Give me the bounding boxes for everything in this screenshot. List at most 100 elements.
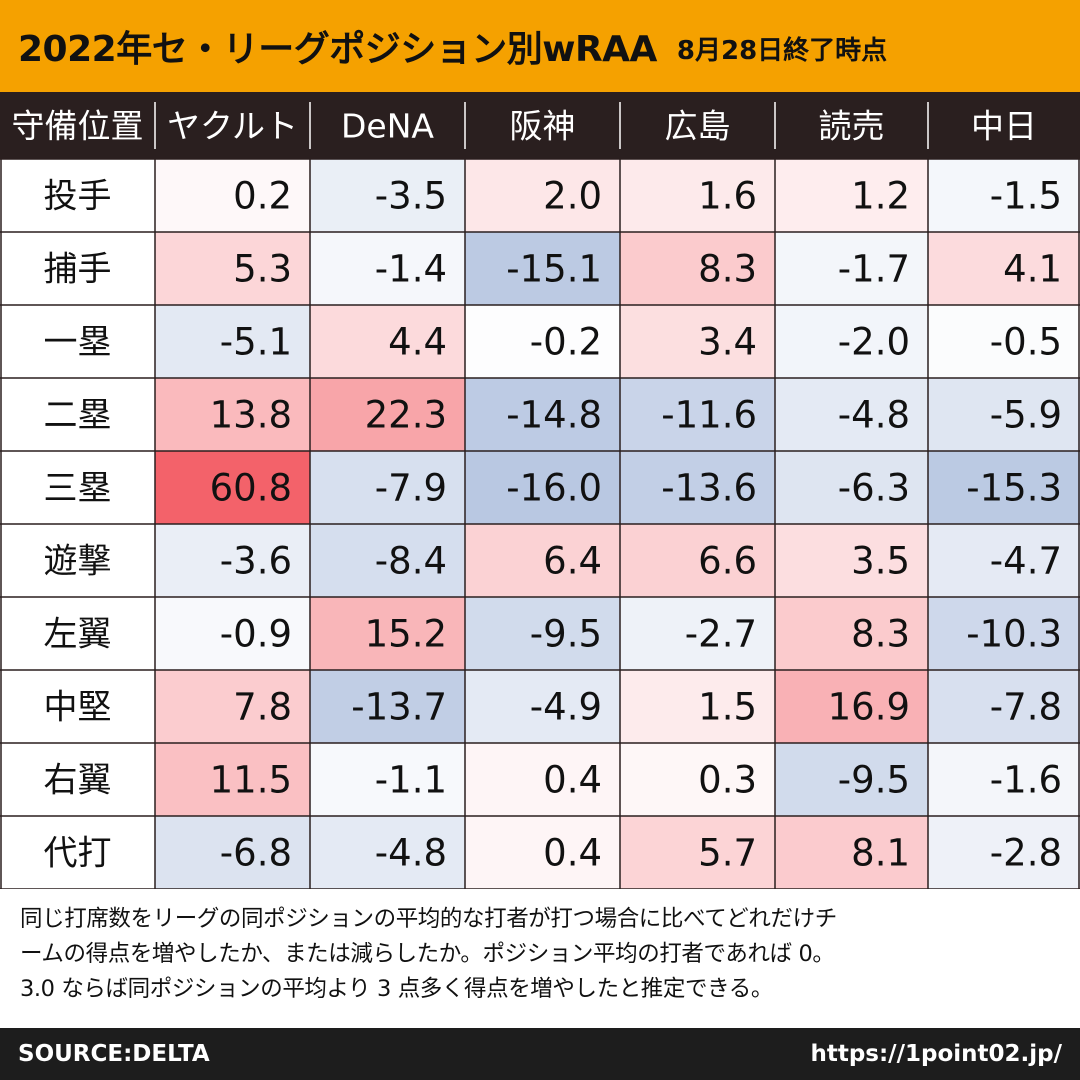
heatmap-cell: [465, 378, 620, 451]
cell-value: -1.4: [375, 248, 447, 291]
heatmap-cell: [620, 597, 775, 670]
heatmap-cell: [155, 159, 310, 232]
cell-value: 5.3: [233, 248, 292, 291]
cell-value: -2.7: [685, 613, 757, 656]
source-url[interactable]: https://1point02.jp/: [810, 1041, 1062, 1067]
cell-value: 0.4: [543, 759, 602, 802]
cell-value: -5.9: [990, 394, 1062, 437]
heatmap-cell: [465, 305, 620, 378]
row-label: 左翼: [44, 615, 112, 655]
cell-value: -10.3: [966, 613, 1062, 656]
row-label-cell: [0, 816, 155, 889]
cell-value: 6.6: [698, 540, 757, 583]
heatmap-cell: [928, 816, 1080, 889]
heatmap-cell: [310, 305, 465, 378]
heatmap-cell: [155, 524, 310, 597]
explanation-note: 同じ打席数をリーグの同ポジションの平均的な打者が打つ場合に比べてどれだけチ ーム…: [20, 902, 1065, 1007]
row-label-cell: [0, 305, 155, 378]
cell-value: -15.1: [506, 248, 602, 291]
cell-value: -1.5: [990, 175, 1062, 218]
cell-value: -13.7: [351, 686, 447, 729]
heatmap-cell: [928, 524, 1080, 597]
cell-value: -4.7: [990, 540, 1062, 583]
row-label-cell: [0, 232, 155, 305]
cell-value: 3.4: [698, 321, 757, 364]
title-bar: 2022年セ・リーグポジション別wRAA 8月28日終了時点: [0, 0, 1080, 92]
heatmap-cell: [775, 232, 928, 305]
heatmap-cell: [155, 743, 310, 816]
heatmap-cell: [620, 378, 775, 451]
cell-value: -8.4: [375, 540, 447, 583]
heatmap-cell: [620, 305, 775, 378]
cell-value: -1.7: [838, 248, 910, 291]
cell-value: 7.8: [233, 686, 292, 729]
cell-value: -4.8: [838, 394, 910, 437]
cell-value: 0.3: [698, 759, 757, 802]
heatmap-cell: [310, 451, 465, 524]
heatmap-cell: [310, 378, 465, 451]
heatmap-cell: [775, 451, 928, 524]
chart-title: 2022年セ・リーグポジション別wRAA: [18, 29, 657, 70]
heatmap-cell: [465, 743, 620, 816]
heatmap-cell: [928, 597, 1080, 670]
heatmap-cell: [465, 232, 620, 305]
cell-value: 5.7: [698, 832, 757, 875]
heatmap-cell: [465, 524, 620, 597]
heatmap-cell: [155, 305, 310, 378]
chart-subtitle: 8月28日終了時点: [676, 35, 888, 66]
cell-value: -3.6: [220, 540, 292, 583]
cell-value: -0.2: [530, 321, 602, 364]
heatmap-cell: [310, 524, 465, 597]
cell-value: 4.4: [388, 321, 447, 364]
cell-value: -1.6: [990, 759, 1062, 802]
row-label-cell: [0, 159, 155, 232]
cell-value: 11.5: [210, 759, 292, 802]
cell-value: 15.2: [365, 613, 447, 656]
heatmap-cell: [775, 743, 928, 816]
column-header: 阪神: [510, 107, 576, 146]
cell-value: -16.0: [506, 467, 602, 510]
cell-value: -2.0: [838, 321, 910, 364]
heatmap-cell: [465, 451, 620, 524]
cell-value: -14.8: [506, 394, 602, 437]
row-label-cell: [0, 378, 155, 451]
heatmap-cell: [620, 743, 775, 816]
heatmap-cell: [155, 451, 310, 524]
cell-value: -3.5: [375, 175, 447, 218]
heatmap-cell: [928, 670, 1080, 743]
row-label: 投手: [44, 177, 112, 217]
heatmap-cell: [928, 743, 1080, 816]
heatmap-cell: [620, 524, 775, 597]
cell-value: -5.1: [220, 321, 292, 364]
heatmap-cell: [620, 451, 775, 524]
cell-value: 1.5: [698, 686, 757, 729]
cell-value: -6.8: [220, 832, 292, 875]
heatmap-cell: [775, 159, 928, 232]
note-line-1: 同じ打席数をリーグの同ポジションの平均的な打者が打つ場合に比べてどれだけチ: [20, 906, 837, 932]
cell-value: 6.4: [543, 540, 602, 583]
heatmap-cell: [775, 597, 928, 670]
heatmap-cell: [465, 159, 620, 232]
cell-value: -0.5: [990, 321, 1062, 364]
heatmap-cell: [155, 232, 310, 305]
cell-value: 0.2: [233, 175, 292, 218]
column-header: DeNA: [341, 107, 434, 146]
heatmap-cell: [928, 378, 1080, 451]
cell-value: 1.6: [698, 175, 757, 218]
cell-value: -9.5: [530, 613, 602, 656]
row-label-cell: [0, 524, 155, 597]
heatmap-cell: [620, 816, 775, 889]
cell-value: -1.1: [375, 759, 447, 802]
note-line-2: ームの得点を増やしたか、または減らしたか。ポジション平均の打者であれば 0。: [20, 941, 835, 967]
cell-value: 8.1: [851, 832, 910, 875]
row-label: 一塁: [44, 323, 112, 363]
heatmap-cell: [775, 378, 928, 451]
heatmap-cell: [928, 232, 1080, 305]
heatmap-cell: [155, 597, 310, 670]
heatmap-cell: [465, 597, 620, 670]
heatmap-cell: [310, 232, 465, 305]
heatmap-cell: [465, 816, 620, 889]
row-label: 遊撃: [44, 542, 112, 582]
cell-value: -4.9: [530, 686, 602, 729]
cell-value: 0.4: [543, 832, 602, 875]
